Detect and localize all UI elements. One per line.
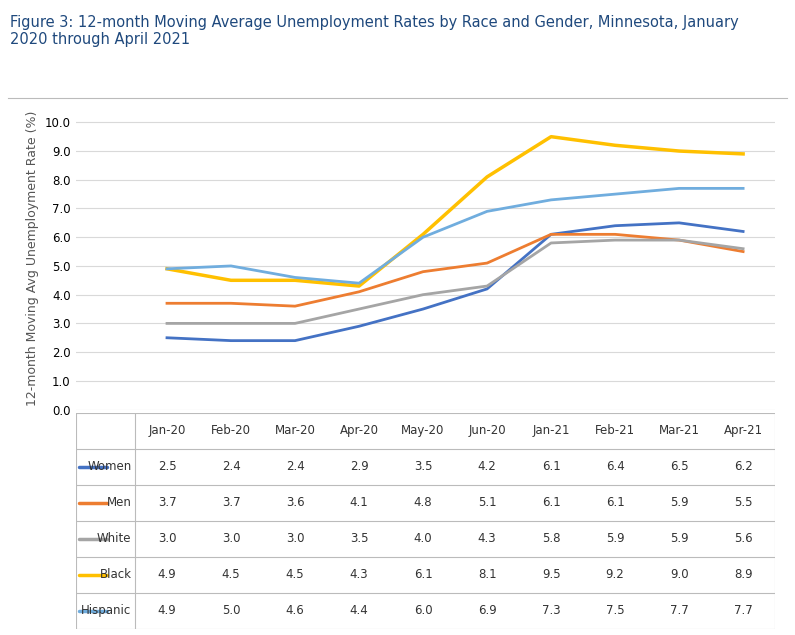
Text: 4.0: 4.0 [413,532,432,545]
Text: 3.7: 3.7 [222,496,240,509]
Text: 7.7: 7.7 [734,604,753,617]
Text: 4.8: 4.8 [413,496,432,509]
Text: 2.4: 2.4 [285,460,304,473]
Text: 6.1: 6.1 [413,568,432,581]
Text: 6.5: 6.5 [670,460,688,473]
Text: 6.9: 6.9 [478,604,496,617]
Text: 8.9: 8.9 [734,568,752,581]
Text: 7.7: 7.7 [669,604,688,617]
Text: 9.5: 9.5 [541,568,560,581]
Text: 5.8: 5.8 [542,532,560,545]
Text: 6.1: 6.1 [541,460,560,473]
Text: 3.0: 3.0 [222,532,240,545]
Text: May-20: May-20 [401,424,444,438]
Text: 5.6: 5.6 [734,532,752,545]
Text: 5.0: 5.0 [222,604,240,617]
Text: 9.2: 9.2 [606,568,624,581]
Text: 6.1: 6.1 [606,496,624,509]
Text: 5.9: 5.9 [670,496,688,509]
Text: Black: Black [99,568,131,581]
Text: 8.1: 8.1 [478,568,496,581]
Text: 4.4: 4.4 [350,604,368,617]
Text: 4.9: 4.9 [157,604,176,617]
Text: 4.5: 4.5 [285,568,304,581]
Text: Mar-21: Mar-21 [658,424,700,438]
Text: 4.2: 4.2 [478,460,496,473]
Text: 6.1: 6.1 [541,496,560,509]
Text: Apr-20: Apr-20 [339,424,378,438]
Text: 4.3: 4.3 [478,532,496,545]
Text: 4.1: 4.1 [350,496,368,509]
Text: Hispanic: Hispanic [81,604,131,617]
Text: 5.9: 5.9 [670,532,688,545]
Text: Jan-20: Jan-20 [149,424,186,438]
Text: 4.5: 4.5 [222,568,240,581]
Text: 9.0: 9.0 [670,568,688,581]
Text: Jan-21: Jan-21 [533,424,570,438]
Y-axis label: 12-month Moving Avg Unemployment Rate (%): 12-month Moving Avg Unemployment Rate (%… [26,111,39,406]
Text: Feb-20: Feb-20 [211,424,251,438]
Text: 3.0: 3.0 [157,532,176,545]
Text: 3.6: 3.6 [285,496,304,509]
Text: Mar-20: Mar-20 [274,424,316,438]
Text: 4.9: 4.9 [157,568,176,581]
Text: 7.5: 7.5 [606,604,624,617]
Text: 2.9: 2.9 [350,460,368,473]
Text: 6.0: 6.0 [413,604,432,617]
Text: Feb-21: Feb-21 [595,424,635,438]
Text: 6.4: 6.4 [606,460,624,473]
Text: Jun-20: Jun-20 [468,424,506,438]
Text: Women: Women [87,460,131,473]
Text: 3.0: 3.0 [285,532,304,545]
Text: Men: Men [107,496,131,509]
Text: Apr-21: Apr-21 [723,424,762,438]
Text: 4.3: 4.3 [350,568,368,581]
Text: White: White [97,532,131,545]
Text: 5.9: 5.9 [606,532,624,545]
Text: 7.3: 7.3 [541,604,560,617]
Text: 3.5: 3.5 [350,532,368,545]
Text: 5.1: 5.1 [478,496,496,509]
Text: 4.6: 4.6 [285,604,304,617]
Text: 5.5: 5.5 [734,496,752,509]
Text: 3.5: 3.5 [414,460,432,473]
Text: 2.4: 2.4 [222,460,240,473]
Text: 3.7: 3.7 [157,496,176,509]
Text: 2.5: 2.5 [157,460,176,473]
Text: 6.2: 6.2 [734,460,753,473]
Text: Figure 3: 12-month Moving Average Unemployment Rates by Race and Gender, Minneso: Figure 3: 12-month Moving Average Unempl… [10,15,739,47]
